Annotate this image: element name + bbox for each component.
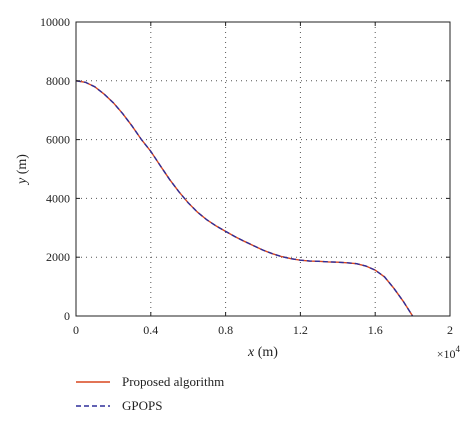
x-axis-multiplier: ×104 <box>437 344 461 361</box>
y-tick-label: 2000 <box>46 250 70 264</box>
x-axis-variable: x <box>247 345 255 360</box>
y-tick-label: 0 <box>64 309 70 323</box>
plot-frame <box>75 21 451 317</box>
tick-group: 0 0.4 0.8 1.2 1.6 2 0 2000 4000 6000 8000 10000 <box>40 15 453 337</box>
series-line-gpops <box>75 80 414 317</box>
legend-label: GPOPS <box>122 398 162 413</box>
grid-lines <box>76 22 450 316</box>
x-axis-unit: (m) <box>254 345 278 360</box>
x-tick-label: 0 <box>73 323 79 337</box>
x-tick-label: 0.8 <box>218 323 233 337</box>
x-tick-label: 1.6 <box>368 323 383 337</box>
y-axis-label: y (m) <box>15 154 30 186</box>
x-tick-label: 2 <box>447 323 453 337</box>
x-axis-label: x (m) <box>247 345 278 360</box>
x-axis-multiplier-exponent: 4 <box>456 344 461 354</box>
y-axis-unit: (m) <box>15 154 30 178</box>
series-group <box>75 80 414 317</box>
legend: Proposed algorithm GPOPS <box>76 374 224 413</box>
y-tick-label: 4000 <box>46 191 70 205</box>
x-tick-label: 1.2 <box>293 323 308 337</box>
x-axis-multiplier-base: ×10 <box>437 347 456 361</box>
y-tick-label: 6000 <box>46 133 70 147</box>
x-tick-label: 0.4 <box>143 323 158 337</box>
y-tick-label: 10000 <box>40 15 70 29</box>
y-tick-label: 8000 <box>46 74 70 88</box>
legend-label: Proposed algorithm <box>122 374 224 389</box>
y-axis-variable: y <box>15 177 30 186</box>
